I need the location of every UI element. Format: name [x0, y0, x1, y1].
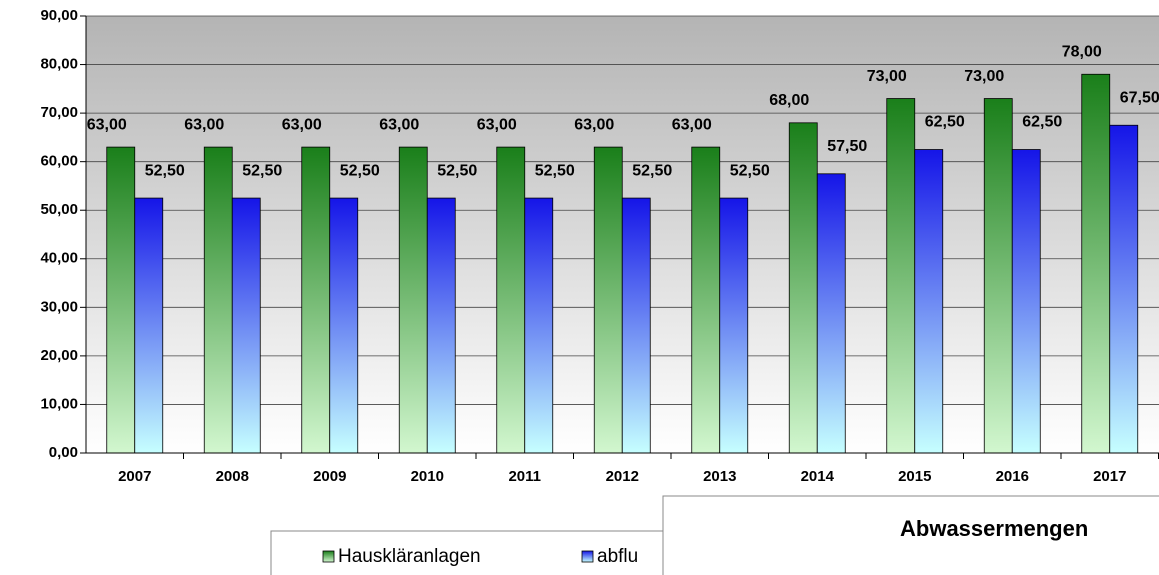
y-tick-label: 80,00 — [40, 56, 78, 73]
y-tick-label: 0,00 — [49, 444, 78, 461]
data-label: 62,50 — [1022, 114, 1062, 131]
data-label: 52,50 — [437, 162, 477, 179]
bar — [134, 197, 164, 454]
data-label: 52,50 — [730, 162, 770, 179]
y-tick-label: 20,00 — [40, 347, 78, 364]
bar — [914, 149, 944, 454]
x-tick-label: 2014 — [801, 468, 835, 485]
data-label: 67,50 — [1120, 89, 1159, 106]
data-label: 63,00 — [574, 116, 614, 133]
data-label: 63,00 — [379, 116, 419, 133]
y-tick-label: 10,00 — [40, 395, 78, 412]
data-label: 52,50 — [340, 162, 380, 179]
data-label: 63,00 — [87, 116, 127, 133]
bar — [621, 197, 651, 454]
bar — [788, 122, 818, 454]
bar — [1011, 149, 1041, 454]
x-tick-label: 2009 — [313, 468, 346, 485]
data-label: 52,50 — [242, 162, 282, 179]
bar — [1081, 73, 1111, 454]
data-label: 78,00 — [1062, 43, 1102, 60]
data-label: 62,50 — [925, 114, 965, 131]
bar — [983, 98, 1013, 454]
bar — [691, 146, 721, 454]
bar — [426, 197, 456, 454]
data-label: 52,50 — [535, 162, 575, 179]
x-tick-label: 2016 — [996, 468, 1029, 485]
y-tick-label: 50,00 — [40, 201, 78, 218]
data-label: 73,00 — [964, 68, 1004, 85]
y-tick-label: 90,00 — [40, 7, 78, 24]
data-label: 52,50 — [632, 162, 672, 179]
x-tick-label: 2012 — [606, 468, 639, 485]
bar — [886, 98, 916, 454]
legend-label: abflu — [597, 546, 638, 567]
bar — [593, 146, 623, 454]
title-box: Abwassermengen — [662, 495, 1159, 575]
title-frame — [662, 495, 1159, 575]
data-label: 63,00 — [477, 116, 517, 133]
x-tick-label: 2008 — [216, 468, 249, 485]
x-tick-label: 2007 — [118, 468, 151, 485]
bar — [816, 173, 846, 454]
bar — [524, 197, 554, 454]
data-label: 68,00 — [769, 92, 809, 109]
data-label: 57,50 — [827, 138, 867, 155]
bar — [719, 197, 749, 454]
bar — [1109, 124, 1139, 454]
bar — [496, 146, 526, 454]
data-label: 73,00 — [867, 68, 907, 85]
x-tick-label: 2013 — [703, 468, 736, 485]
bar — [301, 146, 331, 454]
y-tick-label: 40,00 — [40, 250, 78, 267]
x-tick-label: 2015 — [898, 468, 931, 485]
legend-box — [270, 530, 692, 575]
x-tick-label: 2017 — [1093, 468, 1126, 485]
data-label: 63,00 — [672, 116, 712, 133]
chart-title: Abwassermengen — [900, 516, 1088, 541]
x-tick-label: 2010 — [411, 468, 444, 485]
y-tick-label: 60,00 — [40, 153, 78, 170]
legend-label: Hauskläranlagen — [338, 546, 481, 567]
bar — [329, 197, 359, 454]
y-tick-label: 70,00 — [40, 104, 78, 121]
legend-swatch — [581, 550, 594, 563]
legend-swatch — [322, 550, 335, 563]
data-label: 63,00 — [184, 116, 224, 133]
y-tick-label: 30,00 — [40, 298, 78, 315]
legend: Hauskläranlagen abflu — [270, 530, 692, 575]
data-label: 63,00 — [282, 116, 322, 133]
bar — [203, 146, 233, 454]
bar — [106, 146, 136, 454]
bar — [231, 197, 261, 454]
x-tick-label: 2011 — [508, 468, 541, 485]
data-label: 52,50 — [145, 162, 185, 179]
bar — [398, 146, 428, 454]
